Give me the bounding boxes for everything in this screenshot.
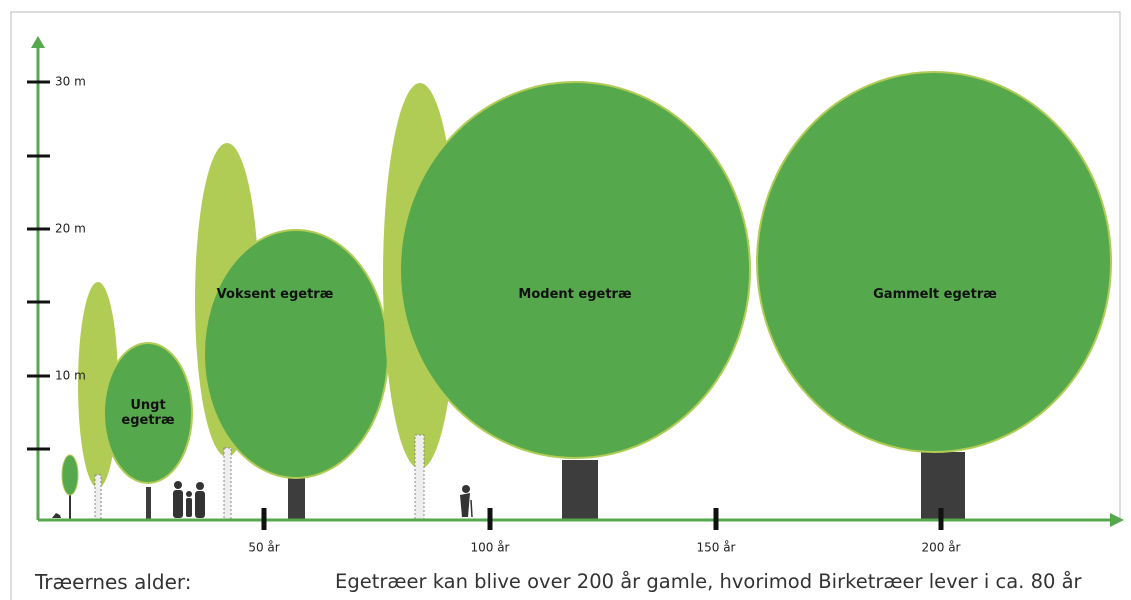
oak-old (757, 72, 1111, 452)
x-tick-label: 50 år (248, 541, 279, 555)
tree-label: Gammelt egetræ (850, 287, 1020, 302)
birch-trunk (415, 435, 424, 520)
y-tick-label: 30 m (55, 75, 86, 89)
oak-adult (204, 230, 388, 478)
trunk (562, 460, 598, 520)
birch-trunk (224, 448, 231, 520)
footer-label: Træernes alder: (35, 570, 192, 594)
x-tick-label: 150 år (696, 541, 735, 555)
tree-label: Modent egetræ (495, 287, 655, 302)
tree-label: Voksent egetræ (210, 287, 340, 302)
y-tick-label: 10 m (55, 369, 86, 383)
tree-label: Ungt egetræ (113, 398, 183, 428)
trunk (288, 478, 305, 520)
seedling (62, 455, 78, 495)
infographic: 30 m 20 m 10 m 50 år 100 år 150 år 200 å… (0, 0, 1131, 600)
trunk (146, 487, 151, 520)
y-tick-label: 20 m (55, 222, 86, 236)
oak-mature (400, 82, 750, 458)
x-tick-label: 100 år (470, 541, 509, 555)
footer-note: Egetræer kan blive over 200 år gamle, hv… (335, 570, 1082, 593)
birch-trunk (95, 475, 101, 520)
x-tick-label: 200 år (921, 541, 960, 555)
